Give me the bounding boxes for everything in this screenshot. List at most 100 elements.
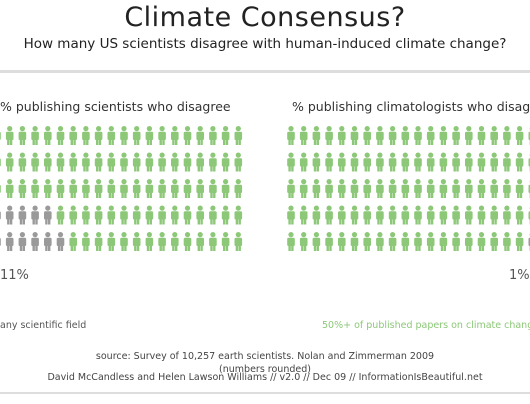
person-icon-56 [196,179,204,198]
person-icon-61 [5,205,14,225]
person-icon-1 [299,126,308,145]
person-icon-55 [183,179,192,198]
person-icon-67 [82,205,90,225]
chart-subtitle: How many US scientists disagree with hum… [23,36,507,52]
scientists-panel-title: % publishing scientists who disagree [0,99,231,114]
person-icon-13 [452,126,460,145]
person-icon-45 [350,179,359,198]
person-icon-45 [56,179,65,198]
person-icon-6 [69,126,77,145]
person-icon-31 [426,152,435,172]
person-icon-77 [209,205,217,225]
person-icon-15 [183,126,192,145]
person-icon-44 [44,179,52,198]
person-icon-46 [363,179,371,198]
person-icon-55 [477,179,486,198]
person-icon-80 [0,237,1,246]
person-icon-34 [465,152,473,172]
person-icon-18 [515,126,524,145]
person-icon-97 [503,232,511,251]
person-icon-73 [158,205,166,225]
person-icon-21 [299,152,308,172]
person-icon-57 [209,179,217,198]
person-icon-58 [515,179,524,198]
person-icon-92 [145,232,154,251]
person-icon-47 [82,179,90,198]
person-icon-86 [363,232,371,251]
person-icon-89 [401,232,410,251]
person-icon-38 [221,152,230,172]
person-icon-10 [120,126,128,145]
person-icon-91 [132,232,141,251]
person-icon-33 [158,152,166,172]
person-icon-24 [338,152,346,172]
person-icon-66 [69,205,77,225]
person-icon-93 [158,232,166,251]
person-icon-52 [439,179,448,198]
person-icon-88 [94,232,103,251]
person-icon-5 [350,126,359,145]
person-icon-14 [465,126,473,145]
person-icon-85 [56,232,65,251]
person-icon-37 [503,152,511,172]
person-icon-42 [18,179,27,198]
person-icon-36 [196,152,204,172]
person-icon-77 [503,205,511,225]
person-icon-26 [69,152,77,172]
person-icon-42 [312,179,321,198]
person-icon-98 [221,232,230,251]
person-icon-25 [350,152,359,172]
person-icon-90 [120,232,128,251]
person-icon-37 [209,152,217,172]
person-icon-48 [94,179,103,198]
person-icon-63 [31,205,39,225]
person-icon-49 [401,179,410,198]
person-icon-87 [376,232,384,251]
person-icon-35 [183,152,192,172]
person-icon-68 [94,205,103,225]
person-icon-60 [0,211,1,220]
person-icon-6 [363,126,371,145]
person-icon-56 [490,179,498,198]
person-icon-13 [158,126,166,145]
person-icon-70 [120,205,128,225]
person-icon-4 [44,126,52,145]
person-icon-18 [221,126,230,145]
person-icon-66 [363,205,371,225]
person-icon-94 [465,232,473,251]
person-icon-41 [299,179,308,198]
person-icon-0 [287,126,295,145]
person-icon-24 [44,152,52,172]
chart-title: Climate Consensus? [124,2,406,33]
person-icon-23 [31,152,39,172]
person-icon-53 [452,179,460,198]
person-icon-97 [209,232,217,251]
person-icon-57 [503,179,511,198]
person-icon-48 [388,179,397,198]
person-icon-8 [94,126,103,145]
person-icon-51 [132,179,141,198]
person-icon-71 [426,205,435,225]
person-icon-78 [221,205,230,225]
person-icon-23 [325,152,333,172]
person-icon-10 [414,126,422,145]
person-icon-54 [465,179,473,198]
person-icon-27 [376,152,384,172]
person-icon-28 [94,152,103,172]
footer-divider [0,392,530,394]
person-icon-90 [414,232,422,251]
person-icon-39 [234,152,243,172]
person-icon-44 [338,179,346,198]
person-icon-9 [401,126,410,145]
person-icon-29 [401,152,410,172]
person-icon-74 [171,205,179,225]
person-icon-64 [44,205,52,225]
scientists-percent-label: 11% [0,268,29,283]
person-icon-31 [132,152,141,172]
person-icon-96 [196,232,204,251]
person-icon-2 [312,126,321,145]
person-icon-21 [5,152,14,172]
person-icon-51 [426,179,435,198]
person-icon-78 [515,205,524,225]
person-icon-26 [363,152,371,172]
